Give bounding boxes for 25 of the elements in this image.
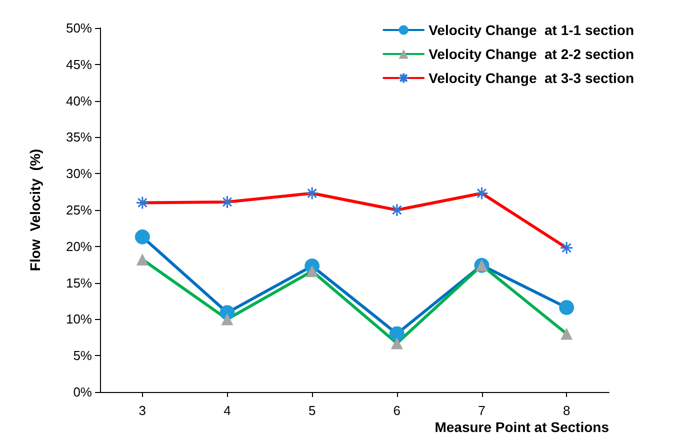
y-tick-label: 45% bbox=[66, 56, 92, 72]
x-tick-label: 6 bbox=[393, 403, 401, 418]
y-tick-label: 30% bbox=[66, 166, 92, 182]
x-axis-title: Measure Point at Sections bbox=[434, 419, 610, 435]
y-tick-label: 15% bbox=[66, 275, 92, 290]
legend-label: Velocity Change at 3-3 section bbox=[428, 70, 634, 86]
x-tick-label: 8 bbox=[562, 403, 570, 418]
x-tick-label: 3 bbox=[138, 403, 146, 418]
y-tick-label: 10% bbox=[66, 312, 92, 327]
point bbox=[134, 229, 150, 244]
y-tick-label: 25% bbox=[66, 202, 92, 218]
y-tick-label: 0% bbox=[73, 384, 92, 400]
y-axis-title: Flow Velocity (%) bbox=[27, 148, 43, 272]
x-tick-label: 4 bbox=[224, 403, 231, 418]
x-tick-label: 7 bbox=[478, 403, 486, 418]
point bbox=[389, 326, 404, 342]
point bbox=[559, 300, 574, 316]
y-tick-label: 35% bbox=[66, 130, 92, 145]
legend-label: Velocity Change at 2-2 section bbox=[428, 46, 634, 62]
legend-label: Velocity Change at 1-1 section bbox=[428, 22, 634, 38]
y-tick-label: 40% bbox=[66, 93, 92, 108]
y-tick-label: 50% bbox=[66, 20, 92, 36]
x-tick-label: 5 bbox=[308, 403, 316, 418]
y-tick-label: 20% bbox=[66, 238, 92, 254]
y-tick-label: 5% bbox=[73, 348, 92, 364]
